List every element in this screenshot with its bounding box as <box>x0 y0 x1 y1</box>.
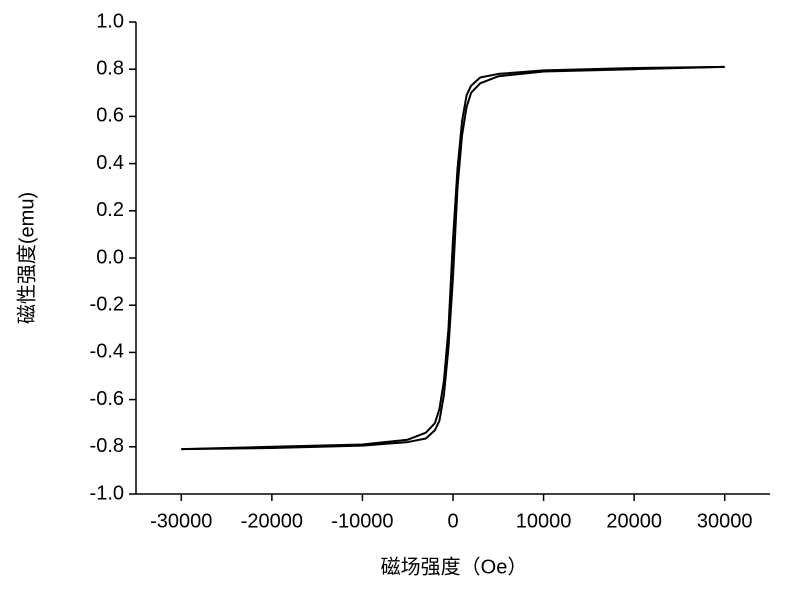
x-tick-label: 20000 <box>606 510 662 532</box>
x-tick-label: 0 <box>447 510 458 532</box>
y-tick-label: -0.6 <box>90 388 124 410</box>
y-tick-label: -0.4 <box>90 341 124 363</box>
y-tick-label: -0.2 <box>90 293 124 315</box>
y-tick-label: 0.2 <box>96 199 124 221</box>
x-tick-label: -10000 <box>331 510 393 532</box>
y-axis-label: 磁性强度(emu) <box>15 192 38 324</box>
x-tick-label: 10000 <box>516 510 572 532</box>
y-tick-label: 1.0 <box>96 10 124 32</box>
x-tick-label: 30000 <box>697 510 753 532</box>
data-line <box>181 65 725 451</box>
y-tick-label: 0.6 <box>96 105 124 127</box>
data-line <box>181 65 725 451</box>
y-tick-label: 0.0 <box>96 246 124 268</box>
y-tick-label: -0.8 <box>90 435 124 457</box>
y-tick-label: 0.4 <box>96 152 124 174</box>
x-tick-label: -30000 <box>150 510 212 532</box>
x-tick-label: -20000 <box>241 510 303 532</box>
y-tick-label: -1.0 <box>90 482 124 504</box>
x-axis-label: 磁场强度（Oe） <box>381 555 528 578</box>
y-tick-label: 0.8 <box>96 57 124 79</box>
